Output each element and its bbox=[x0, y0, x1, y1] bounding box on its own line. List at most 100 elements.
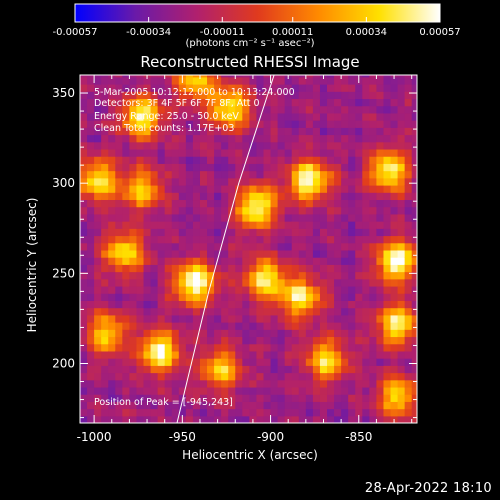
heatmap-cell bbox=[404, 278, 413, 287]
heatmap-cell bbox=[80, 242, 88, 251]
heatmap-cell bbox=[87, 322, 95, 330]
heatmap-cell bbox=[383, 84, 392, 92]
heatmap-cell bbox=[80, 358, 88, 366]
heatmap-cell bbox=[383, 134, 392, 143]
heatmap-cell bbox=[312, 199, 321, 208]
heatmap-cell bbox=[157, 184, 166, 193]
heatmap-cell bbox=[383, 98, 392, 107]
heatmap-cell bbox=[129, 408, 138, 417]
heatmap-cell bbox=[404, 184, 413, 193]
heatmap-cell bbox=[348, 285, 356, 294]
heatmap-cell bbox=[369, 120, 378, 128]
heatmap-cell bbox=[249, 177, 258, 186]
heatmap-cell bbox=[305, 322, 314, 330]
heatmap-cell bbox=[362, 206, 370, 215]
heatmap-cell bbox=[228, 213, 236, 222]
annotation-time-range: 5-Mar-2005 10:12:12.000 to 10:13:24.000 bbox=[94, 87, 295, 98]
heatmap-cell bbox=[214, 358, 222, 366]
heatmap-cell bbox=[256, 206, 265, 215]
heatmap-cell bbox=[404, 257, 413, 265]
heatmap-cell bbox=[355, 120, 363, 128]
heatmap-cell bbox=[376, 336, 385, 345]
heatmap-cell bbox=[404, 91, 413, 100]
heatmap-cell bbox=[115, 141, 123, 150]
heatmap-cell bbox=[192, 249, 201, 258]
heatmap-cell bbox=[199, 365, 208, 374]
heatmap-cell bbox=[122, 264, 131, 273]
heatmap-cell bbox=[242, 213, 250, 222]
heatmap-cell bbox=[242, 278, 250, 287]
heatmap-cell bbox=[143, 235, 152, 244]
heatmap-cell bbox=[270, 386, 279, 395]
heatmap-cell bbox=[171, 105, 180, 114]
heatmap-cell bbox=[214, 98, 222, 107]
heatmap-cell bbox=[136, 365, 145, 374]
heatmap-cell bbox=[157, 408, 166, 417]
heatmap-cell bbox=[376, 379, 385, 388]
heatmap-cell bbox=[334, 98, 342, 107]
heatmap-cell bbox=[277, 242, 286, 251]
heatmap-cell bbox=[305, 379, 314, 388]
heatmap-cell bbox=[129, 163, 138, 172]
heatmap-cell bbox=[341, 199, 349, 208]
heatmap-cell bbox=[270, 271, 279, 280]
heatmap-cell bbox=[228, 170, 236, 179]
heatmap-cell bbox=[108, 271, 116, 280]
heatmap-cell bbox=[362, 213, 370, 222]
heatmap-cell bbox=[291, 91, 300, 100]
heatmap-cell bbox=[362, 343, 370, 352]
heatmap-cell bbox=[80, 192, 88, 201]
heatmap-cell bbox=[192, 75, 201, 78]
heatmap-cell bbox=[150, 293, 159, 301]
heatmap-cell bbox=[122, 386, 131, 395]
heatmap-cell bbox=[185, 235, 194, 244]
heatmap-cell bbox=[327, 314, 335, 323]
heatmap-cell bbox=[108, 336, 116, 345]
heatmap-cell bbox=[334, 379, 342, 388]
heatmap-cell bbox=[115, 285, 123, 294]
heatmap-cell bbox=[87, 314, 95, 323]
heatmap-cell bbox=[298, 148, 307, 157]
heatmap-cell bbox=[277, 105, 286, 114]
heatmap-cell bbox=[207, 91, 215, 100]
heatmap-cell bbox=[101, 343, 109, 352]
heatmap-cell bbox=[348, 278, 356, 287]
heatmap-cell bbox=[298, 350, 307, 359]
heatmap-cell bbox=[214, 141, 222, 150]
heatmap-cell bbox=[319, 336, 328, 345]
heatmap-cell bbox=[348, 358, 356, 366]
heatmap-cell bbox=[362, 300, 370, 309]
heatmap-cell bbox=[164, 120, 173, 128]
heatmap-cell bbox=[341, 322, 349, 330]
heatmap-cell bbox=[334, 213, 342, 222]
heatmap-cell bbox=[228, 285, 236, 294]
heatmap-cell bbox=[87, 84, 95, 92]
heatmap-cell bbox=[235, 199, 243, 208]
heatmap-cell bbox=[362, 105, 370, 114]
heatmap-cell bbox=[249, 127, 258, 136]
heatmap-cell bbox=[221, 408, 229, 417]
heatmap-cell bbox=[178, 343, 187, 352]
heatmap-cell bbox=[122, 293, 131, 301]
heatmap-cell bbox=[362, 235, 370, 244]
heatmap-cell bbox=[171, 358, 180, 366]
heatmap-cell bbox=[129, 271, 138, 280]
heatmap-cell bbox=[334, 358, 342, 366]
heatmap-cell bbox=[115, 264, 123, 273]
heatmap-cell bbox=[192, 394, 201, 402]
heatmap-cell bbox=[277, 394, 286, 402]
heatmap-cell bbox=[207, 221, 215, 229]
heatmap-cell bbox=[150, 112, 159, 121]
heatmap-cell bbox=[312, 278, 321, 287]
heatmap-cell bbox=[235, 170, 243, 179]
heatmap-cell bbox=[129, 98, 138, 107]
heatmap-cell bbox=[87, 177, 95, 186]
heatmap-cell bbox=[136, 177, 145, 186]
heatmap-cell bbox=[383, 365, 392, 374]
heatmap-cell bbox=[199, 163, 208, 172]
heatmap-cell bbox=[256, 264, 265, 273]
heatmap-cell bbox=[411, 257, 417, 265]
heatmap-cell bbox=[369, 300, 378, 309]
heatmap-cell bbox=[305, 199, 314, 208]
heatmap-cell bbox=[157, 322, 166, 330]
